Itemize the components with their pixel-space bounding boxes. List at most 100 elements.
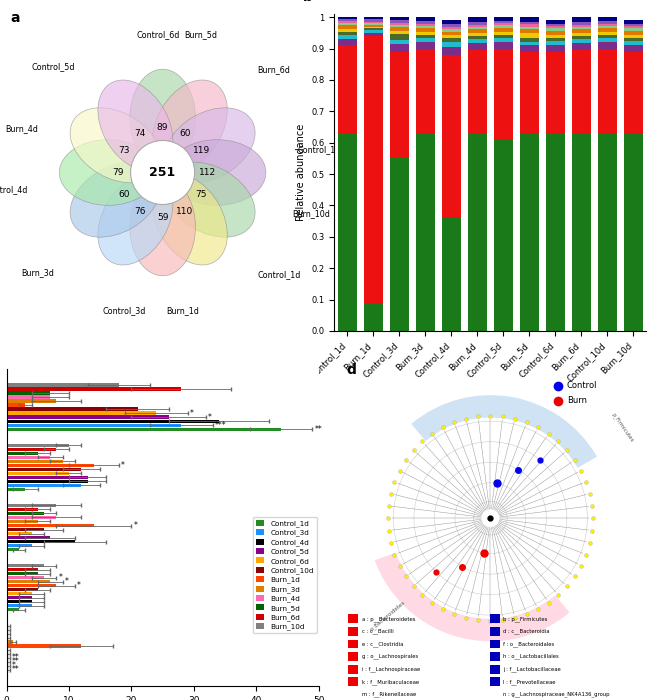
- Bar: [571, 22, 591, 25]
- Text: a : p__Bacteroidetes: a : p__Bacteroidetes: [362, 616, 415, 622]
- Bar: [338, 21, 357, 23]
- Ellipse shape: [152, 80, 227, 171]
- Text: ***: ***: [214, 421, 226, 430]
- Bar: [7, 468, 82, 471]
- Bar: [520, 38, 539, 41]
- Bar: [390, 44, 409, 52]
- FancyBboxPatch shape: [490, 665, 500, 673]
- Text: **: **: [12, 653, 20, 662]
- Text: 89: 89: [157, 123, 168, 132]
- Bar: [624, 26, 643, 29]
- Ellipse shape: [70, 162, 161, 237]
- Bar: [364, 22, 383, 23]
- Bar: [441, 47, 461, 55]
- Text: *: *: [189, 409, 193, 418]
- Bar: [624, 20, 643, 24]
- Bar: [441, 27, 461, 29]
- Bar: [415, 133, 435, 331]
- Bar: [7, 463, 94, 467]
- Bar: [338, 25, 357, 29]
- Text: 112: 112: [199, 168, 215, 177]
- Bar: [520, 41, 539, 46]
- Bar: [624, 35, 643, 38]
- Text: l : f__Prevotellaceae: l : f__Prevotellaceae: [503, 679, 556, 685]
- Bar: [7, 419, 219, 423]
- Bar: [364, 30, 383, 33]
- Ellipse shape: [165, 162, 255, 237]
- Bar: [338, 20, 357, 21]
- Text: i : f__Lachnospiraceae: i : f__Lachnospiraceae: [362, 666, 420, 672]
- FancyBboxPatch shape: [348, 678, 358, 686]
- Bar: [415, 42, 435, 48]
- Ellipse shape: [59, 140, 157, 205]
- Bar: [7, 488, 25, 491]
- Bar: [494, 17, 513, 20]
- Bar: [494, 38, 513, 41]
- Text: 79: 79: [112, 168, 123, 177]
- FancyBboxPatch shape: [490, 690, 500, 699]
- FancyBboxPatch shape: [348, 615, 358, 623]
- Bar: [7, 424, 182, 427]
- Bar: [7, 624, 8, 627]
- Wedge shape: [411, 395, 597, 468]
- Bar: [546, 52, 565, 133]
- Bar: [364, 17, 383, 20]
- Bar: [468, 133, 487, 331]
- FancyBboxPatch shape: [348, 640, 358, 648]
- Bar: [441, 32, 461, 35]
- Bar: [7, 528, 44, 531]
- Bar: [390, 23, 409, 25]
- Bar: [546, 26, 565, 29]
- Bar: [494, 23, 513, 25]
- Text: p_Firmicutes: p_Firmicutes: [611, 412, 635, 443]
- Bar: [468, 39, 487, 43]
- Ellipse shape: [165, 108, 255, 183]
- Bar: [7, 600, 31, 603]
- Bar: [338, 23, 357, 25]
- Text: 76: 76: [135, 206, 146, 216]
- Bar: [520, 22, 539, 24]
- Text: 60: 60: [118, 190, 130, 199]
- Bar: [571, 50, 591, 133]
- Text: *: *: [65, 577, 69, 586]
- Text: n : g__Lachnospiraceae_NK4A136_group: n : g__Lachnospiraceae_NK4A136_group: [503, 692, 610, 697]
- Bar: [415, 32, 435, 35]
- Bar: [7, 596, 31, 599]
- Bar: [390, 17, 409, 20]
- Bar: [571, 33, 591, 36]
- FancyBboxPatch shape: [348, 627, 358, 636]
- Bar: [390, 158, 409, 331]
- Ellipse shape: [130, 69, 195, 167]
- Bar: [7, 452, 38, 455]
- Bar: [546, 41, 565, 45]
- Bar: [7, 536, 50, 539]
- Bar: [597, 24, 617, 26]
- Bar: [624, 29, 643, 31]
- Circle shape: [131, 141, 195, 204]
- Bar: [441, 55, 461, 218]
- Bar: [7, 504, 56, 508]
- Bar: [468, 17, 487, 22]
- Bar: [468, 27, 487, 29]
- Ellipse shape: [168, 140, 266, 205]
- Text: *: *: [208, 413, 212, 422]
- Bar: [415, 17, 435, 21]
- Bar: [7, 644, 82, 648]
- Text: 74: 74: [135, 130, 146, 139]
- Bar: [7, 387, 182, 391]
- Bar: [7, 428, 281, 431]
- Bar: [7, 540, 75, 543]
- Bar: [520, 25, 539, 27]
- Bar: [7, 456, 50, 459]
- Bar: [7, 580, 50, 583]
- Text: Burn_10d: Burn_10d: [293, 209, 330, 218]
- Bar: [624, 38, 643, 41]
- Text: h : o__Lactobacillales: h : o__Lactobacillales: [503, 654, 559, 659]
- Bar: [571, 39, 591, 43]
- Bar: [624, 45, 643, 52]
- Ellipse shape: [98, 174, 173, 265]
- Bar: [7, 592, 31, 596]
- Bar: [520, 133, 539, 331]
- Bar: [7, 652, 8, 656]
- Text: Burn: Burn: [567, 396, 587, 405]
